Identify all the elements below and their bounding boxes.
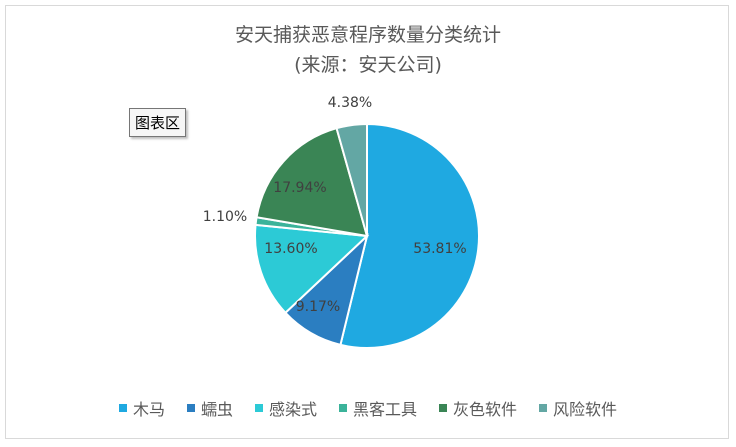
chart-title: 安天捕获恶意程序数量分类统计: [234, 24, 501, 46]
legend-item-5: 灰色软件: [439, 396, 517, 420]
legend-swatch: [254, 404, 263, 412]
data-label-4: 1.10%: [203, 209, 247, 225]
chart-legend: 木马 蠕虫 感染式 黑客工具 灰色软件 风险软件: [0, 396, 736, 420]
pie-slice-1: [339, 122, 480, 349]
legend-swatch: [186, 404, 195, 412]
data-label-2: 9.17%: [296, 299, 340, 315]
legend-item-3: 感染式: [254, 396, 317, 420]
legend-label: 木马: [132, 400, 165, 419]
legend-swatch: [118, 404, 127, 412]
legend-label: 风险软件: [553, 400, 618, 419]
legend-item-1: 木马: [118, 396, 165, 420]
legend-label: 灰色软件: [453, 400, 518, 419]
legend-label: 蠕虫: [200, 400, 233, 419]
legend-swatch: [439, 404, 448, 412]
chart-area-tooltip: 图表区: [129, 108, 187, 137]
pie-slice-3: [254, 223, 370, 315]
chart-subtitle: (来源：安天公司): [294, 54, 442, 76]
legend-label: 感染式: [268, 400, 317, 419]
pie-slice-6: [335, 122, 368, 237]
data-label-5: 17.94%: [273, 180, 326, 196]
legend-item-4: 黑客工具: [339, 396, 417, 420]
data-label-1: 53.81%: [413, 241, 466, 257]
legend-swatch: [539, 404, 548, 412]
pie-slice-5: [255, 126, 369, 238]
data-label-6: 4.38%: [328, 95, 372, 111]
data-label-3: 13.60%: [264, 241, 317, 257]
legend-label: 黑客工具: [353, 400, 418, 419]
legend-item-6: 风险软件: [539, 396, 617, 420]
legend-item-2: 蠕虫: [186, 396, 233, 420]
legend-swatch: [339, 404, 347, 412]
